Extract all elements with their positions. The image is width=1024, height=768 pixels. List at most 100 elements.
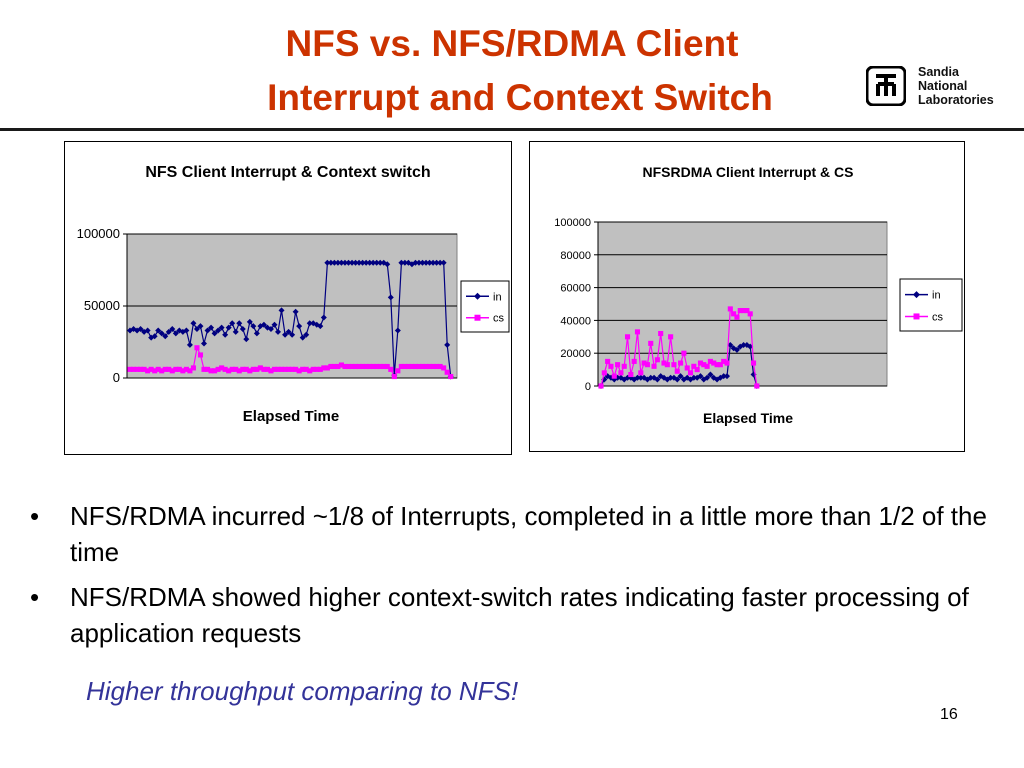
data-point-cs [388,366,394,372]
data-point-in [292,308,299,315]
data-point-in [260,321,267,328]
y-tick-label: 60000 [560,283,591,295]
data-point-in [352,259,359,266]
data-point-in [750,371,757,378]
data-point-cs [707,358,713,364]
data-point-in [172,330,179,337]
data-point-in [299,334,306,341]
data-point-in [394,327,401,334]
data-point-cs [409,363,415,370]
x-axis-label: Elapsed Time [703,410,793,426]
data-point-in [193,326,200,333]
nfsrdma-chart-svg: NFSRDMA Client Interrupt & CS 0 20000 40000… [554,164,963,426]
legend [899,278,963,332]
data-point-cs [212,368,218,374]
data-point-cs [296,368,302,374]
data-point-in [433,259,440,266]
data-point-in [201,340,208,347]
data-point-cs [644,362,650,368]
y-tick-label: 80000 [560,250,591,262]
data-point-cs [349,363,355,370]
data-point-cs [658,330,664,337]
data-point-cs [345,363,352,370]
data-point-cs [268,368,274,374]
x-axis-label: Elapsed Time [243,408,339,425]
data-point-in [415,259,422,266]
data-point-cs [427,363,433,370]
data-point-in [134,327,141,334]
data-point-in [282,331,289,338]
data-point-cs [162,366,168,372]
data-point-cs [310,366,316,372]
legend-swatch-marker [913,291,920,299]
data-point-cs [307,368,313,374]
data-point-in [246,318,253,325]
data-point-cs [668,334,674,340]
legend-label: cs [493,313,505,325]
data-point-cs [338,362,345,368]
data-point-in [384,261,391,268]
data-point-cs [448,374,454,380]
data-point-in [236,320,243,327]
data-point-in [155,327,162,334]
sandia-logo: Sandia National Laboratories [862,62,994,112]
data-point-cs [145,368,151,374]
data-point-in [324,259,331,266]
nfs-chart-svg: NFS Client Interrupt & Context switch 0 50… [77,164,510,425]
data-point-cs [278,366,285,372]
data-point-cs [727,306,733,312]
data-point-in [267,326,274,333]
data-point-in [647,374,654,381]
data-point-in [243,336,250,343]
data-point-cs [611,373,617,379]
data-point-in [398,259,405,266]
data-point-cs [194,345,200,351]
data-point-in [710,374,717,381]
data-point-in [306,320,313,327]
data-point-cs [444,369,450,375]
data-point-in [740,342,747,348]
data-point-cs [631,358,637,364]
data-point-in [303,331,310,338]
data-point-in [320,314,327,321]
data-point-cs [377,363,383,370]
legend-label: cs [932,311,944,323]
highlight-note: Higher throughput comparing to NFS! [86,676,519,706]
data-point-cs [293,366,299,372]
data-point-cs [240,366,246,372]
data-point-in [331,259,338,266]
data-point-cs [233,366,239,372]
data-point-in [634,374,641,381]
data-point-cs [303,366,309,372]
data-point-in [727,342,734,348]
data-point-in [373,259,380,266]
data-point-in [345,259,352,266]
data-point-cs [441,365,447,371]
legend-swatch-marker [474,292,481,300]
data-point-cs [750,360,757,366]
data-point-cs [130,366,137,372]
data-point-in [631,376,638,383]
data-point-cs [208,368,214,374]
data-point-cs [222,366,228,372]
data-point-cs [328,363,334,370]
data-point-cs [173,366,179,372]
data-point-cs [737,308,743,314]
data-point-in [667,374,674,381]
data-point-in [211,330,218,337]
y-tick-label: 100000 [554,217,591,229]
data-point-in [674,376,681,383]
data-point-in [271,321,278,328]
sandia-thunderbird-icon [866,66,906,106]
data-point-cs [714,362,720,368]
data-point-cs [317,366,323,372]
y-tick-label: 0 [585,381,591,393]
data-point-cs [314,366,320,372]
data-point-in [401,259,408,266]
data-point-cs [648,340,654,346]
data-point-in [285,328,292,335]
data-point-in [222,331,229,338]
data-point-in [714,376,721,383]
data-point-cs [684,365,690,371]
title-divider [0,128,1024,131]
